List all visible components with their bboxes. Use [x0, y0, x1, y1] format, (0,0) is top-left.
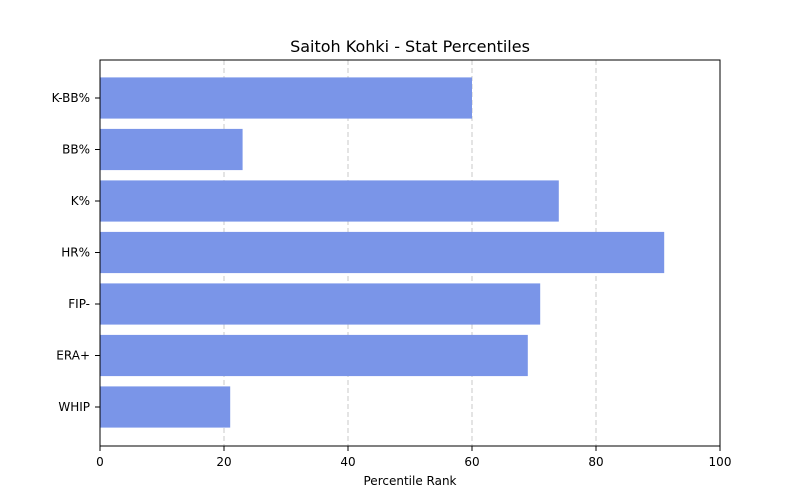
y-tick-label: ERA+ [56, 349, 90, 363]
y-tick-label: WHIP [58, 400, 90, 414]
x-axis: 0 20 40 60 80 100 [96, 446, 731, 469]
y-tick-label: K-BB% [52, 91, 90, 105]
bars [100, 77, 665, 428]
bar [100, 180, 559, 222]
x-tick-label: 60 [464, 455, 479, 469]
x-axis-label: Percentile Rank [364, 474, 457, 488]
y-tick-label: HR% [61, 246, 90, 260]
y-axis: K-BB% BB% K% HR% FIP- ERA+ WHIP [52, 91, 100, 414]
x-tick-label: 20 [216, 455, 231, 469]
x-tick-label: 80 [588, 455, 603, 469]
bar [100, 334, 528, 377]
bar [100, 128, 243, 171]
bar [100, 231, 665, 274]
y-tick-label: K% [71, 194, 90, 208]
x-tick-label: 40 [340, 455, 355, 469]
bar [100, 386, 231, 428]
bar [100, 77, 472, 119]
x-tick-label: 100 [709, 455, 732, 469]
y-tick-label: FIP- [68, 297, 90, 311]
y-tick-label: BB% [62, 143, 90, 157]
x-tick-label: 0 [96, 455, 104, 469]
chart-title: Saitoh Kohki - Stat Percentiles [290, 37, 530, 56]
bar [100, 283, 541, 325]
